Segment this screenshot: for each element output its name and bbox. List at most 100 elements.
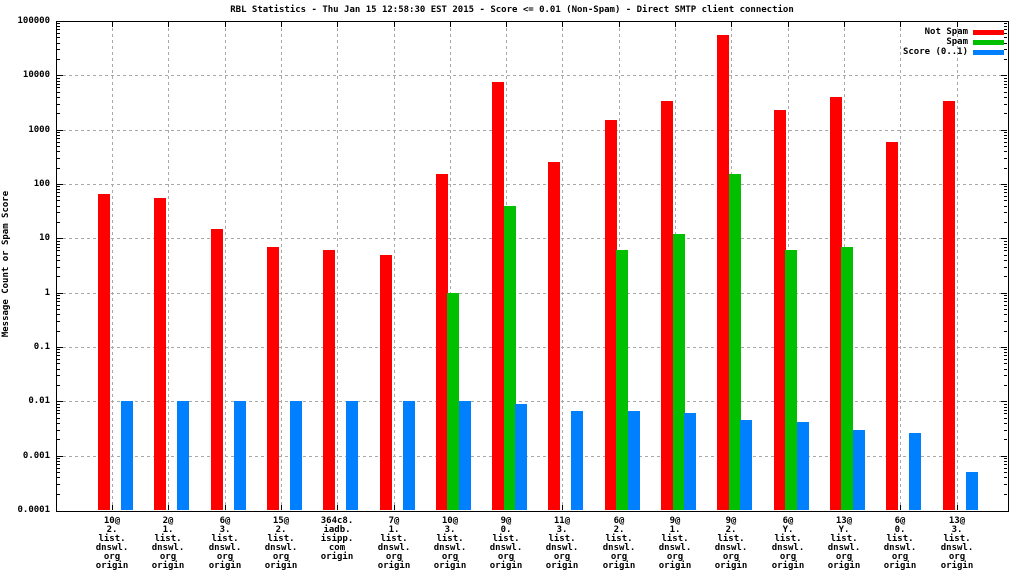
y-axis-title: Message Count or Spam Score [1, 190, 11, 338]
y-minor-tick [57, 37, 60, 38]
bar-score-0-1 [290, 401, 302, 510]
x-top-tick [562, 22, 563, 27]
x-bottom-tick [112, 505, 113, 510]
x-axis-label-line: dnswl. [714, 543, 748, 553]
y-minor-tick [57, 359, 60, 360]
y-minor-tick [1004, 113, 1007, 114]
x-axis-label-line: origin [545, 561, 579, 571]
y-minor-tick [1004, 146, 1007, 147]
x-axis-label-line: list. [154, 534, 182, 544]
y-major-tick [1001, 347, 1007, 348]
y-minor-tick [57, 276, 60, 277]
x-top-tick [225, 22, 226, 27]
y-minor-tick [57, 363, 60, 364]
x-axis-label: 9@ 1. list. dnswl. org origin [647, 517, 703, 571]
y-minor-tick [1004, 276, 1007, 277]
y-minor-tick [1004, 168, 1007, 169]
y-minor-tick [57, 410, 60, 411]
y-tick-label: 0.0001 [17, 505, 50, 515]
x-axis-label: 9@ 0. list. dnswl. org origin [478, 517, 534, 571]
y-minor-tick [57, 255, 60, 256]
x-top-tick [394, 22, 395, 27]
x-gridline [281, 22, 282, 509]
x-axis-label-line: list. [548, 534, 576, 544]
x-top-tick [168, 22, 169, 27]
x-axis-label: 6@ Y. list. dnswl. org origin [760, 517, 816, 571]
x-axis-label-line: 10@ [441, 516, 459, 526]
x-axis-label-line: dnswl. [827, 543, 861, 553]
x-axis-label-line: org [497, 552, 515, 562]
legend-label: Score (0..1) [902, 47, 968, 57]
y-minor-tick [1004, 309, 1007, 310]
bar-not-spam [211, 229, 223, 510]
x-axis-label-line: list. [211, 534, 239, 544]
y-minor-tick [1004, 385, 1007, 386]
x-axis-label-line: 13@ [948, 516, 966, 526]
x-gridline [337, 22, 338, 509]
y-minor-tick [1004, 464, 1007, 465]
x-axis-label-line: 1. [162, 525, 174, 535]
bar-score-0-1 [853, 430, 865, 510]
bar-spam [616, 250, 628, 510]
y-gridline [57, 184, 1006, 185]
x-axis-label: 6@ 3. list. dnswl. org origin [197, 517, 253, 571]
bar-spam [673, 234, 685, 510]
y-minor-tick [57, 413, 60, 414]
y-minor-tick [57, 468, 60, 469]
x-axis-label-line: org [891, 552, 909, 562]
y-minor-tick [57, 464, 60, 465]
y-minor-tick [1004, 23, 1007, 24]
y-minor-tick [1004, 132, 1007, 133]
x-gridline [225, 22, 226, 509]
y-minor-tick [57, 33, 60, 34]
bar-not-spam [380, 255, 392, 510]
x-axis-label-line: list. [98, 534, 126, 544]
y-minor-tick [57, 244, 60, 245]
bar-not-spam [886, 142, 898, 510]
y-minor-tick [1004, 244, 1007, 245]
x-axis-label-line: list. [436, 534, 464, 544]
bar-score-0-1 [121, 401, 133, 510]
x-axis-label-line: origin [940, 561, 974, 571]
x-axis-label-line: list. [774, 534, 802, 544]
x-top-tick [788, 22, 789, 27]
legend-swatch [973, 40, 1004, 45]
x-axis-label-line: 0. [894, 525, 906, 535]
x-axis-label-line: list. [605, 534, 633, 544]
x-axis-label-line: list. [267, 534, 295, 544]
y-minor-tick [57, 29, 60, 30]
y-minor-tick [57, 196, 60, 197]
bar-not-spam [605, 120, 617, 510]
x-top-tick [957, 22, 958, 27]
y-gridline [57, 238, 1006, 239]
x-axis-label-line: 11@ [553, 516, 571, 526]
y-minor-tick [1004, 363, 1007, 364]
y-minor-tick [57, 43, 60, 44]
y-minor-tick [57, 349, 60, 350]
x-axis-label-line: dnswl. [208, 543, 242, 553]
y-minor-tick [57, 81, 60, 82]
y-minor-tick [57, 407, 60, 408]
y-minor-tick [57, 309, 60, 310]
x-axis-label-line: 364c8. [320, 516, 354, 526]
bar-score-0-1 [234, 401, 246, 510]
x-axis-label-line: 9@ [669, 516, 681, 526]
bar-not-spam [774, 110, 786, 510]
y-minor-tick [1004, 104, 1007, 105]
bar-spam [785, 250, 797, 510]
y-minor-tick [57, 189, 60, 190]
x-gridline [957, 22, 958, 509]
x-axis-label-line: origin [264, 561, 298, 571]
y-minor-tick [57, 241, 60, 242]
x-axis-label-line: dnswl. [433, 543, 467, 553]
y-minor-tick [1004, 84, 1007, 85]
y-minor-tick [57, 84, 60, 85]
x-axis-label-line: origin [714, 561, 748, 571]
x-axis-label-line: 6@ [613, 516, 625, 526]
x-axis-label-line: org [666, 552, 684, 562]
x-axis-label-line: 7@ [388, 516, 400, 526]
y-minor-tick [57, 92, 60, 93]
x-axis-label-line: org [779, 552, 797, 562]
x-gridline [562, 22, 563, 509]
y-minor-tick [57, 192, 60, 193]
